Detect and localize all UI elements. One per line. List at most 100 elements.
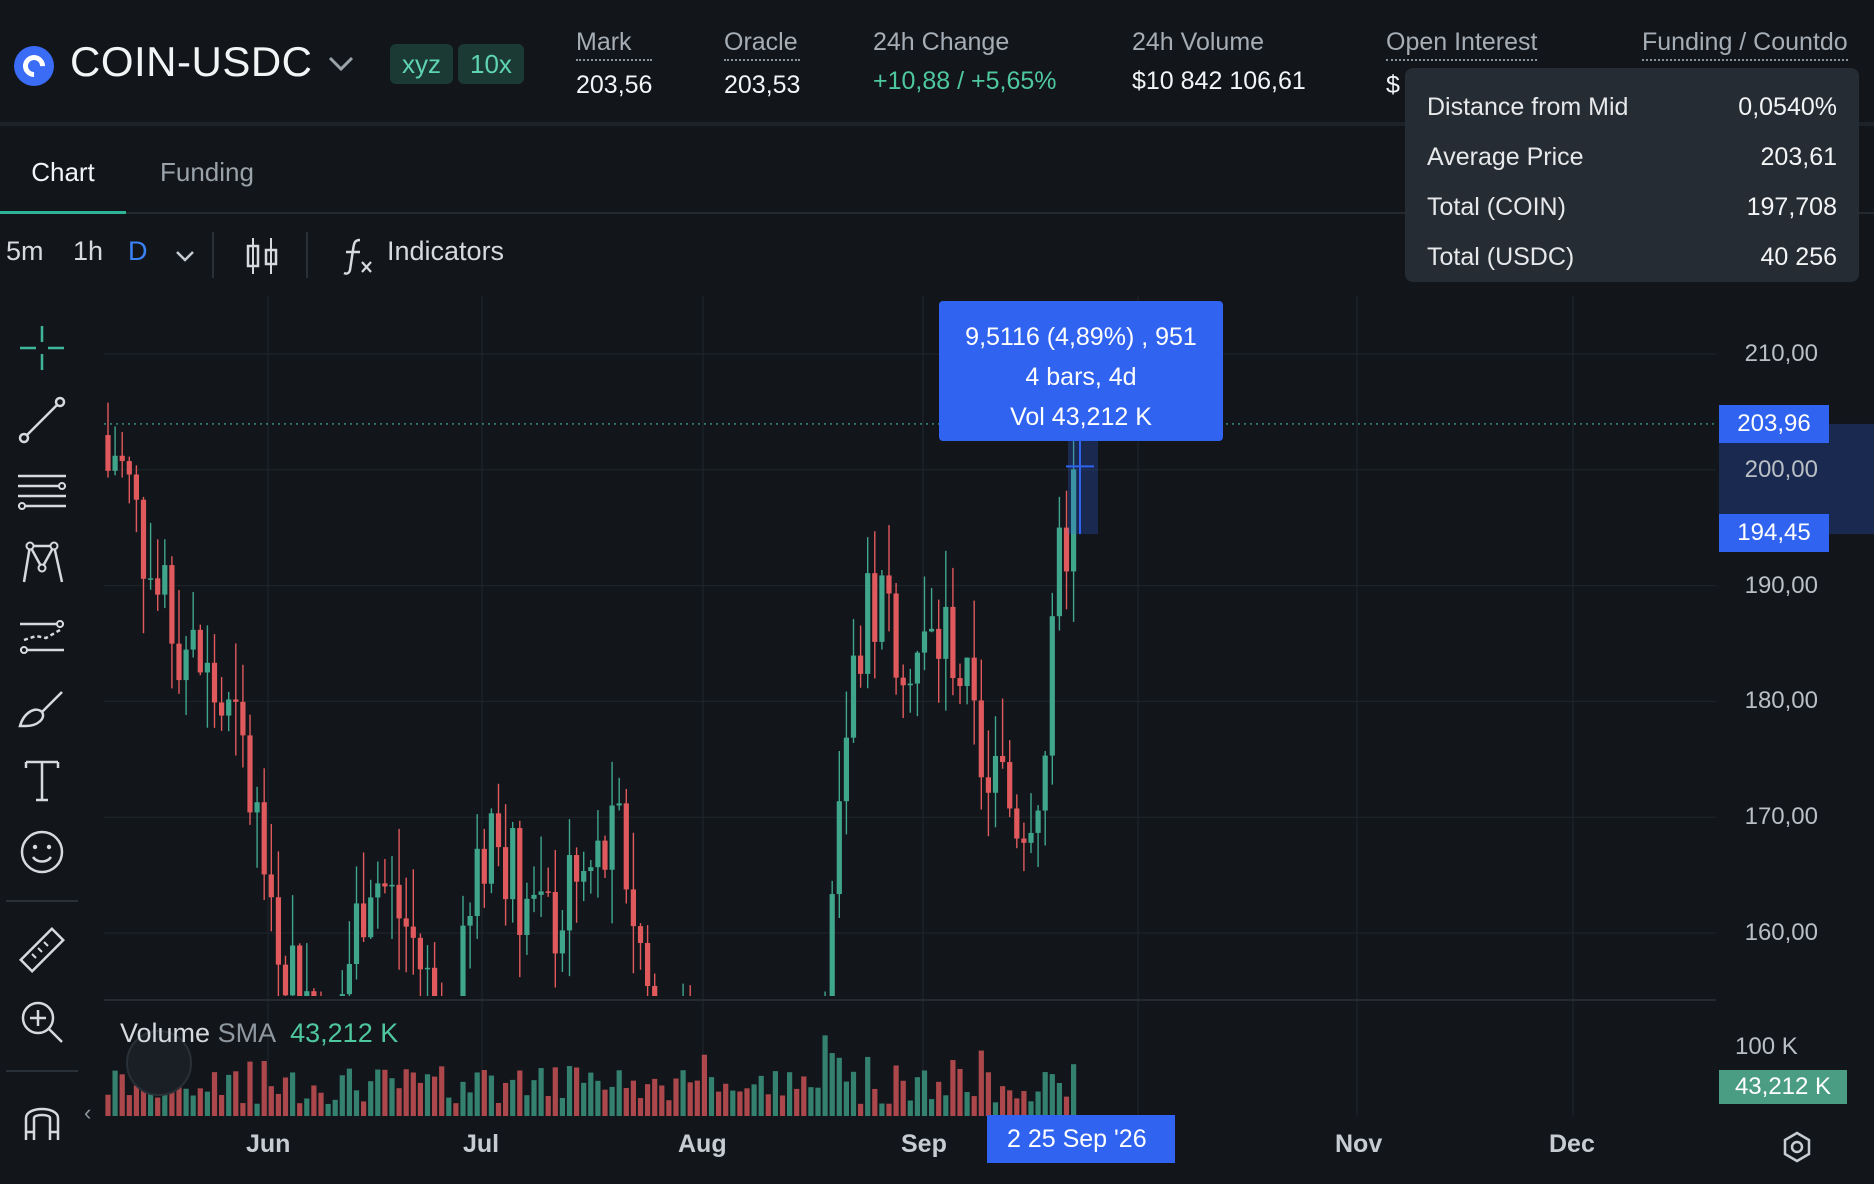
volume-bar [460,1081,466,1116]
volume-bar [687,1082,693,1116]
chevron-left-icon[interactable]: ‹ [84,1100,92,1125]
candle-body [140,499,147,579]
volume-bar [929,1099,935,1116]
volume-bar [1021,1091,1027,1116]
volume-bar [730,1090,736,1116]
emoji-icon[interactable] [16,826,68,878]
candle-body [900,677,906,686]
candle-body [297,945,303,996]
candle-body [886,575,892,594]
volume-bar [708,1077,715,1116]
candle-body [311,991,317,996]
candle-body [943,606,949,659]
candle-body [921,631,928,653]
candle-body [957,678,963,687]
volume-bar [574,1067,580,1116]
crosshair-icon[interactable] [16,322,68,374]
volume-bar [169,1076,175,1116]
candle-body [495,813,502,848]
candle-body [1014,808,1020,839]
market-header: COIN-USDC xyz 10x Mark 203,56 Oracle 203… [0,0,1874,126]
candle-body [403,918,409,927]
tab-chart[interactable]: Chart [0,130,126,214]
candlestick-plot[interactable] [0,296,1874,1184]
candle-body [872,573,878,642]
candle-body [176,643,182,681]
interval-1h[interactable]: 1h [73,236,104,266]
text-icon[interactable] [16,754,68,806]
chevron-down-icon[interactable] [326,52,356,76]
volume-bar [517,1070,523,1116]
function-icon[interactable] [340,236,374,276]
volume-bar [339,1075,345,1116]
volume-bar [148,1088,154,1116]
volume-bar [268,1086,274,1116]
volume-bar [559,1097,565,1116]
pattern-icon[interactable] [16,538,68,590]
indicators-button[interactable]: Indicators [387,236,505,266]
tab-funding[interactable]: Funding [160,157,254,187]
candle-body [282,964,289,996]
candle-body [914,652,920,684]
volume-bar [779,1095,786,1116]
volume-bar [637,1098,644,1116]
candles-icon[interactable] [244,236,280,276]
volume-bar [311,1085,317,1116]
volume-bar [524,1095,530,1116]
stat-funding: Funding / Countdo [1642,28,1848,61]
fib-lines-icon[interactable] [16,466,68,518]
candle-body [609,805,615,870]
volume-bar [304,1098,310,1116]
magnet-icon[interactable] [16,1094,68,1146]
trendline-icon[interactable] [16,394,68,446]
volume-bar [666,1100,672,1116]
volume-bar [566,1066,573,1116]
volume-bar [1056,1082,1062,1116]
candle-body [531,894,537,899]
volume-bar [822,1035,828,1116]
volume-bar [488,1075,494,1116]
volume-bar [964,1092,970,1116]
candle-body [197,629,203,673]
candle-body [858,655,864,674]
price-tick-label: 190,00 [1744,571,1818,599]
volume-bar [850,1071,857,1116]
ruler-icon[interactable] [16,924,68,976]
interval-d[interactable]: D [128,236,148,266]
interval-5m[interactable]: 5m [6,236,44,266]
candle-body [978,700,984,778]
candle-body [971,657,977,701]
volume-bar [197,1088,203,1116]
volume-bar [794,1088,800,1116]
candle-body [1071,469,1077,572]
tradingview-logo-icon[interactable] [126,1030,192,1096]
leverage-tag[interactable]: 10x [458,44,524,84]
volume-legend[interactable]: Volume SMA 43,212 K [120,1018,399,1048]
volume-bar [552,1067,558,1116]
volume-bar [829,1053,835,1116]
volume-bar [1014,1098,1020,1116]
volume-bar [204,1091,210,1116]
tools-divider [6,900,78,902]
volume-bar [119,1074,125,1116]
price-chart[interactable] [0,296,1874,1184]
volume-bar [886,1103,892,1116]
settings-icon[interactable] [1780,1130,1814,1164]
volume-bar [1063,1096,1070,1116]
brush-icon[interactable] [16,682,68,734]
volume-bar [723,1083,729,1116]
pair-title[interactable]: COIN-USDC [70,38,313,85]
volume-bar [538,1068,544,1116]
volume-bar [652,1078,658,1116]
zoom-in-icon[interactable] [16,996,68,1048]
volume-bar [424,1074,431,1116]
candle-body [247,735,253,813]
forecast-icon[interactable] [16,610,68,662]
chevron-down-icon[interactable] [174,248,196,264]
price-tag-upper: 203,96 [1719,405,1829,443]
candle-body [964,657,970,687]
candle-body [389,884,395,887]
candle-body [424,967,431,970]
candle-body [361,903,367,938]
candle-body [254,802,260,813]
